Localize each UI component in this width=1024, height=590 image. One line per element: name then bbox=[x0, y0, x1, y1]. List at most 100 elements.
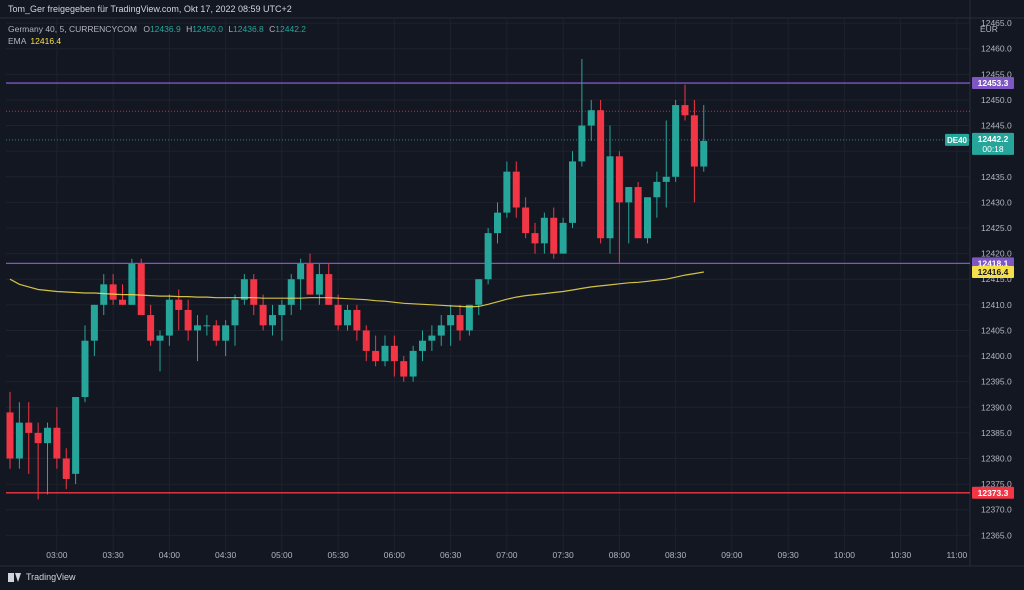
candle-body[interactable] bbox=[184, 309, 192, 331]
x-tick-label: 04:30 bbox=[215, 550, 237, 560]
candle-body[interactable] bbox=[297, 263, 305, 280]
candle-body[interactable] bbox=[362, 330, 370, 351]
candle-body[interactable] bbox=[550, 217, 558, 254]
candle-body[interactable] bbox=[653, 181, 661, 198]
candle-body[interactable] bbox=[306, 263, 314, 295]
candle-body[interactable] bbox=[400, 361, 408, 377]
candle-body[interactable] bbox=[100, 284, 108, 305]
candle-body[interactable] bbox=[269, 315, 276, 326]
candle-body[interactable] bbox=[625, 187, 633, 203]
y-tick-label: 12450.0 bbox=[981, 95, 1012, 105]
tradingview-brand[interactable]: TradingView bbox=[8, 572, 76, 582]
candle-body[interactable] bbox=[344, 309, 351, 326]
candle-body[interactable] bbox=[409, 350, 417, 377]
candle-body[interactable] bbox=[109, 284, 117, 300]
x-tick-label: 10:00 bbox=[834, 550, 856, 560]
candle-body[interactable] bbox=[503, 171, 511, 213]
candle-body[interactable] bbox=[6, 412, 14, 459]
y-tick-label: 12410.0 bbox=[981, 300, 1012, 310]
resistance-lower-tag: 12418.1 bbox=[978, 258, 1009, 268]
candle-body[interactable] bbox=[700, 140, 708, 167]
candle-body[interactable] bbox=[419, 340, 426, 351]
ema-line[interactable] bbox=[9, 271, 704, 308]
candle-body[interactable] bbox=[531, 233, 539, 244]
candle-body[interactable] bbox=[587, 110, 595, 126]
candle-body[interactable] bbox=[250, 279, 258, 305]
candle-body[interactable] bbox=[81, 340, 89, 398]
candle-body[interactable] bbox=[512, 171, 520, 208]
candle-body[interactable] bbox=[156, 335, 164, 341]
candle-body[interactable] bbox=[165, 299, 173, 336]
ema-legend[interactable]: EMA 12416.4 bbox=[8, 36, 61, 46]
candle-body[interactable] bbox=[15, 422, 23, 459]
countdown-timer: 00:18 bbox=[982, 144, 1004, 154]
candle-body[interactable] bbox=[569, 161, 576, 223]
candle-body[interactable] bbox=[381, 345, 389, 362]
candle-body[interactable] bbox=[203, 325, 211, 327]
candle-body[interactable] bbox=[175, 299, 183, 310]
candle-body[interactable] bbox=[644, 197, 651, 239]
candle-body[interactable] bbox=[90, 304, 98, 341]
candle-body[interactable] bbox=[681, 105, 689, 116]
candle-body[interactable] bbox=[475, 279, 483, 305]
candle-body[interactable] bbox=[44, 427, 51, 444]
candle-body[interactable] bbox=[484, 233, 492, 280]
candle-body[interactable] bbox=[128, 263, 136, 305]
y-tick-label: 12460.0 bbox=[981, 44, 1012, 54]
candle-body[interactable] bbox=[34, 432, 42, 444]
candle-body[interactable] bbox=[390, 345, 398, 362]
ema-price-tag-bg bbox=[972, 266, 1014, 279]
y-tick-label: 12370.0 bbox=[981, 505, 1012, 515]
candle-body[interactable] bbox=[325, 274, 333, 305]
candle-body[interactable] bbox=[212, 325, 220, 341]
candle-body[interactable] bbox=[287, 279, 295, 305]
candle-body[interactable] bbox=[578, 125, 586, 162]
candle-body[interactable] bbox=[494, 212, 501, 234]
candle-body[interactable] bbox=[53, 427, 61, 459]
symbol-legend[interactable]: Germany 40, 5, CURRENCYCOM O12436.9 H124… bbox=[8, 24, 306, 34]
candle-body[interactable] bbox=[597, 110, 605, 239]
candle-body[interactable] bbox=[353, 309, 361, 331]
candle-body[interactable] bbox=[240, 279, 248, 300]
candle-body[interactable] bbox=[465, 304, 473, 331]
candle-body[interactable] bbox=[25, 422, 33, 433]
symbol-name: Germany 40, 5, CURRENCYCOM bbox=[8, 24, 137, 34]
candle-body[interactable] bbox=[456, 315, 464, 331]
candle-body[interactable] bbox=[662, 176, 670, 182]
open-value: 12436.9 bbox=[149, 24, 181, 34]
ema-value: 12416.4 bbox=[30, 36, 62, 46]
x-tick-label: 04:00 bbox=[159, 550, 181, 560]
candle-body[interactable] bbox=[690, 115, 698, 167]
candle-body[interactable] bbox=[634, 187, 642, 239]
candle-body[interactable] bbox=[222, 325, 230, 341]
candle-body[interactable] bbox=[194, 325, 201, 331]
candle-body[interactable] bbox=[231, 299, 239, 326]
candle-body[interactable] bbox=[559, 222, 567, 254]
candle-body[interactable] bbox=[447, 315, 455, 326]
candle-body[interactable] bbox=[606, 156, 614, 239]
y-tick-label: 12415.0 bbox=[981, 274, 1012, 284]
candle-body[interactable] bbox=[259, 304, 267, 326]
candle-body[interactable] bbox=[540, 217, 548, 244]
candle-body[interactable] bbox=[62, 458, 70, 479]
candle-body[interactable] bbox=[334, 304, 342, 326]
candle-body[interactable] bbox=[137, 263, 145, 316]
candle-body[interactable] bbox=[315, 274, 323, 295]
y-tick-label: 12455.0 bbox=[981, 69, 1012, 79]
candle-body[interactable] bbox=[72, 397, 80, 474]
currency-label: EUR bbox=[980, 24, 998, 34]
y-tick-label: 12390.0 bbox=[981, 402, 1012, 412]
candle-body[interactable] bbox=[428, 335, 436, 341]
candle-body[interactable] bbox=[278, 304, 286, 316]
candle-body[interactable] bbox=[119, 299, 126, 305]
candle-body[interactable] bbox=[147, 315, 155, 341]
candle-body[interactable] bbox=[672, 105, 680, 177]
close-value: 12442.2 bbox=[275, 24, 307, 34]
resistance-upper-tag-bg bbox=[972, 77, 1014, 90]
candle-body[interactable] bbox=[522, 207, 530, 234]
candle-body[interactable] bbox=[615, 156, 623, 203]
candle-body[interactable] bbox=[372, 350, 380, 362]
candle-body[interactable] bbox=[437, 325, 445, 336]
